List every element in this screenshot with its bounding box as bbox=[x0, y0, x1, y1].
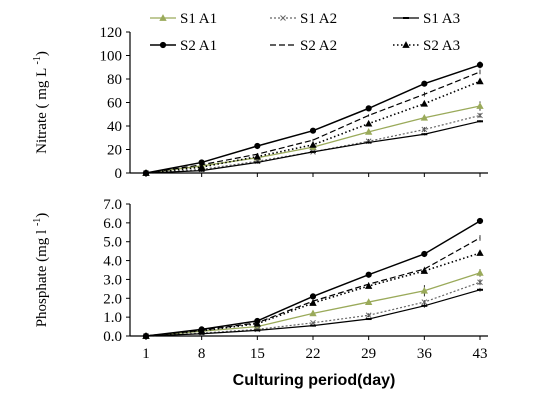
data-point bbox=[366, 272, 371, 277]
data-point bbox=[310, 128, 315, 133]
y-tick-label: 100 bbox=[100, 49, 123, 65]
legend-label: S1 A3 bbox=[423, 11, 460, 27]
x-axis-label: Culturing period(day) bbox=[233, 372, 396, 389]
data-point bbox=[421, 101, 427, 107]
x-tick-label: 36 bbox=[417, 346, 433, 362]
legend: S1 A1 S1 A2 S1 A3 S2 A1 S2 A2 S2 A3 bbox=[150, 11, 460, 54]
data-point bbox=[366, 283, 372, 289]
data-point bbox=[255, 143, 260, 148]
series-line bbox=[146, 282, 480, 336]
legend-item: S2 A3 bbox=[393, 38, 460, 54]
y-tick-label: 120 bbox=[100, 25, 123, 41]
legend-label: S1 A2 bbox=[300, 11, 337, 27]
x-tick-label: 29 bbox=[361, 346, 376, 362]
data-point bbox=[366, 106, 371, 111]
legend-marker bbox=[160, 42, 165, 47]
series-line bbox=[146, 72, 480, 173]
y-tick-label: 0.0 bbox=[103, 329, 122, 345]
y-tick-label: 80 bbox=[107, 72, 122, 88]
series-line bbox=[146, 65, 480, 173]
y-axis-label: Nitrate ( mg L -1) bbox=[32, 51, 50, 154]
legend-label: S2 A1 bbox=[180, 38, 217, 54]
x-tick-label: 1 bbox=[142, 346, 150, 362]
y-tick-label: 7.0 bbox=[103, 197, 122, 213]
chart-panel-2: 0.0 1.0 2.0 3.0 4.0 5.0 6.0 7.0 1 8 15 22 29 36 43 Phos… bbox=[32, 197, 488, 389]
legend-item: S1 A1 bbox=[150, 11, 217, 27]
legend-item: S1 A2 bbox=[270, 11, 337, 27]
legend-marker bbox=[281, 16, 286, 21]
y-tick-label: 4.0 bbox=[103, 254, 122, 270]
data-point bbox=[477, 62, 482, 67]
y-tick-label: 2.0 bbox=[103, 291, 122, 307]
x-tick-label: 15 bbox=[250, 346, 265, 362]
data-point bbox=[477, 250, 483, 256]
legend-item: S2 A2 bbox=[270, 38, 337, 54]
legend-item: S2 A1 bbox=[150, 38, 217, 54]
legend-label: S2 A3 bbox=[423, 38, 460, 54]
y-axis-label: Phosphate (mg l -1) bbox=[32, 213, 50, 328]
data-point bbox=[422, 81, 427, 86]
legend-label: S1 A1 bbox=[180, 11, 217, 27]
data-point bbox=[366, 121, 372, 127]
data-point bbox=[477, 218, 482, 223]
data-point bbox=[477, 270, 483, 276]
data-point bbox=[422, 251, 427, 256]
x-tick-label: 43 bbox=[473, 346, 488, 362]
y-tick-label: 3.0 bbox=[103, 272, 122, 288]
y-tick-label: 40 bbox=[107, 119, 122, 135]
legend-marker bbox=[403, 42, 409, 48]
y-tick-label: 1.0 bbox=[103, 310, 122, 326]
x-tick-label: 22 bbox=[306, 346, 321, 362]
series-line bbox=[146, 221, 480, 336]
data-point bbox=[477, 103, 483, 109]
data-point bbox=[477, 78, 483, 84]
data-point bbox=[310, 142, 316, 148]
legend-label: S2 A2 bbox=[300, 38, 337, 54]
y-tick-label: 6.0 bbox=[103, 216, 122, 232]
series-s2-a1 bbox=[143, 218, 482, 338]
y-tick-label: 0 bbox=[115, 166, 123, 182]
legend-item: S1 A3 bbox=[393, 11, 460, 27]
y-tick-label: 20 bbox=[107, 143, 122, 159]
series-s2-a3 bbox=[143, 78, 483, 175]
data-point bbox=[310, 294, 315, 299]
series-line bbox=[146, 81, 480, 173]
y-tick-label: 5.0 bbox=[103, 235, 122, 251]
series-s2-a2 bbox=[146, 70, 480, 173]
x-tick-label: 8 bbox=[198, 346, 206, 362]
y-tick-label: 60 bbox=[107, 96, 122, 112]
series-s2-a1 bbox=[143, 61, 482, 175]
series-line bbox=[146, 238, 480, 336]
